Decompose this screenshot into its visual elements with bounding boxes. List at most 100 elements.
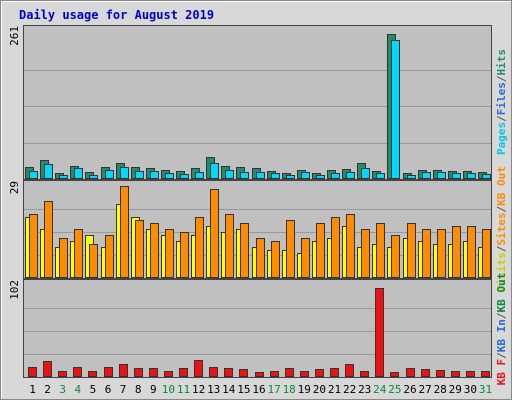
legend-entry: / (495, 75, 508, 82)
x-tick-label: 23 (358, 383, 371, 396)
x-tick-label: 16 (252, 383, 265, 396)
bar-kb-kb-f (239, 369, 248, 377)
bar-hits-files (256, 172, 265, 179)
legend-entry: Files (495, 82, 508, 115)
x-tick-label: 17 (267, 383, 280, 396)
bar-kb-kb-f (104, 367, 113, 377)
bar-visits-sites (59, 238, 68, 278)
bar-hits-files (89, 175, 98, 179)
bar-visits-sites (407, 223, 416, 278)
bar-visits-sites (240, 223, 249, 278)
y-max-label: 29 (8, 181, 21, 194)
bar-hits-files (407, 175, 416, 179)
bar-visits-sites (361, 229, 370, 278)
bar-visits-sites (180, 232, 189, 278)
x-tick-label: 30 (464, 383, 477, 396)
bar-visits-sites (391, 235, 400, 278)
bar-visits-sites (120, 186, 129, 278)
x-axis-labels: 1 2 3 4 5 6 7 8 9 10 11 12 13 14 15 16 17 18 19 20 21 22 23 24 2… (29, 383, 492, 396)
bar-hits-files (271, 173, 280, 179)
bar-kb-kb-f (43, 361, 52, 377)
bar-kb-kb-f (255, 372, 264, 377)
bar-visits-sites (376, 223, 385, 278)
bar-hits-files (286, 175, 295, 179)
bar-visits-sites (44, 201, 53, 278)
bar-hits-files (105, 170, 114, 179)
bar-hits-files (316, 175, 325, 179)
bar-visits-sites (195, 217, 204, 278)
bar-visits-sites (301, 238, 310, 278)
bar-kb-kb-f (300, 371, 309, 377)
bar-visits-sites (105, 235, 114, 278)
bar-hits-files (135, 171, 144, 179)
x-tick-label: 3 (59, 383, 66, 396)
bar-hits-files (301, 172, 310, 179)
bar-kb-kb-f (481, 371, 490, 377)
bar-hits-files (391, 40, 400, 179)
x-tick-label: 11 (177, 383, 190, 396)
bar-kb-kb-f (270, 371, 279, 377)
bar-kb-kb-f (466, 371, 475, 377)
bar-hits-files (225, 170, 234, 179)
legend-entry: Pages (495, 122, 508, 155)
x-tick-label: 1 (29, 383, 36, 396)
bar-hits-files (195, 172, 204, 179)
chart-title: Daily usage for August 2019 (19, 8, 215, 22)
x-tick-label: 15 (237, 383, 250, 396)
plot-area-kb (23, 279, 492, 378)
bar-kb-kb-f (88, 371, 97, 377)
bar-visits-sites (135, 220, 144, 278)
bar-kb-kb-f (285, 368, 294, 377)
x-tick-label: 18 (283, 383, 296, 396)
bar-kb-kb-f (194, 360, 203, 377)
bar-visits-sites (256, 238, 265, 278)
bar-kb-kb-f (451, 371, 460, 377)
bar-visits-sites (422, 229, 431, 278)
bar-visits-sites (210, 189, 219, 278)
y-max-label: 102 (8, 280, 21, 300)
bar-visits-sites (286, 220, 295, 278)
bar-hits-files (74, 168, 83, 179)
x-tick-label: 9 (150, 383, 157, 396)
x-tick-label: 19 (298, 383, 311, 396)
x-tick-label: 27 (418, 383, 431, 396)
bar-kb-kb-f (58, 371, 67, 377)
bar-hits-files (150, 171, 159, 179)
x-tick-label: 2 (44, 383, 51, 396)
legend-entry: KB Out (495, 166, 508, 206)
bar-visits-sites (89, 244, 98, 278)
bar-kb-kb-f (421, 369, 430, 377)
bar-visits-sites (437, 229, 446, 278)
bar-visits-sites (225, 214, 234, 278)
x-tick-label: 10 (162, 383, 175, 396)
bar-marks (25, 34, 491, 377)
x-tick-label: 31 (479, 383, 492, 396)
legend-entry: Sites (495, 212, 508, 245)
bar-visits-sites (165, 229, 174, 278)
bar-kb-kb-f (315, 369, 324, 377)
bar-kb-kb-f (330, 368, 339, 377)
bar-hits-files (452, 173, 461, 179)
bar-hits-files (120, 167, 129, 179)
bar-hits-files (482, 174, 491, 179)
legend-kb: KB F/KB In/KB Out (495, 273, 508, 386)
bar-kb-kb-f (209, 367, 218, 377)
legend-entry: / (495, 205, 508, 212)
bar-kb-kb-f (179, 368, 188, 377)
legend-hits: Pages/Files/Hits (495, 49, 508, 155)
bar-visits-sites (150, 223, 159, 278)
bar-kb-kb-f (345, 364, 354, 377)
bar-hits-files (210, 163, 219, 179)
legend-entry: KB F (495, 359, 508, 386)
bar-kb-kb-f (436, 370, 445, 377)
x-tick-label: 24 (373, 383, 387, 396)
legend-entry: / (495, 115, 508, 122)
legend-entry: / (495, 312, 508, 319)
legend-entry: / (495, 245, 508, 252)
bar-hits-files (29, 171, 38, 179)
bar-kb-kb-f (134, 368, 143, 377)
bar-kb-kb-f (390, 372, 399, 377)
bar-hits-files (59, 175, 68, 179)
bar-visits-sites (271, 241, 280, 278)
